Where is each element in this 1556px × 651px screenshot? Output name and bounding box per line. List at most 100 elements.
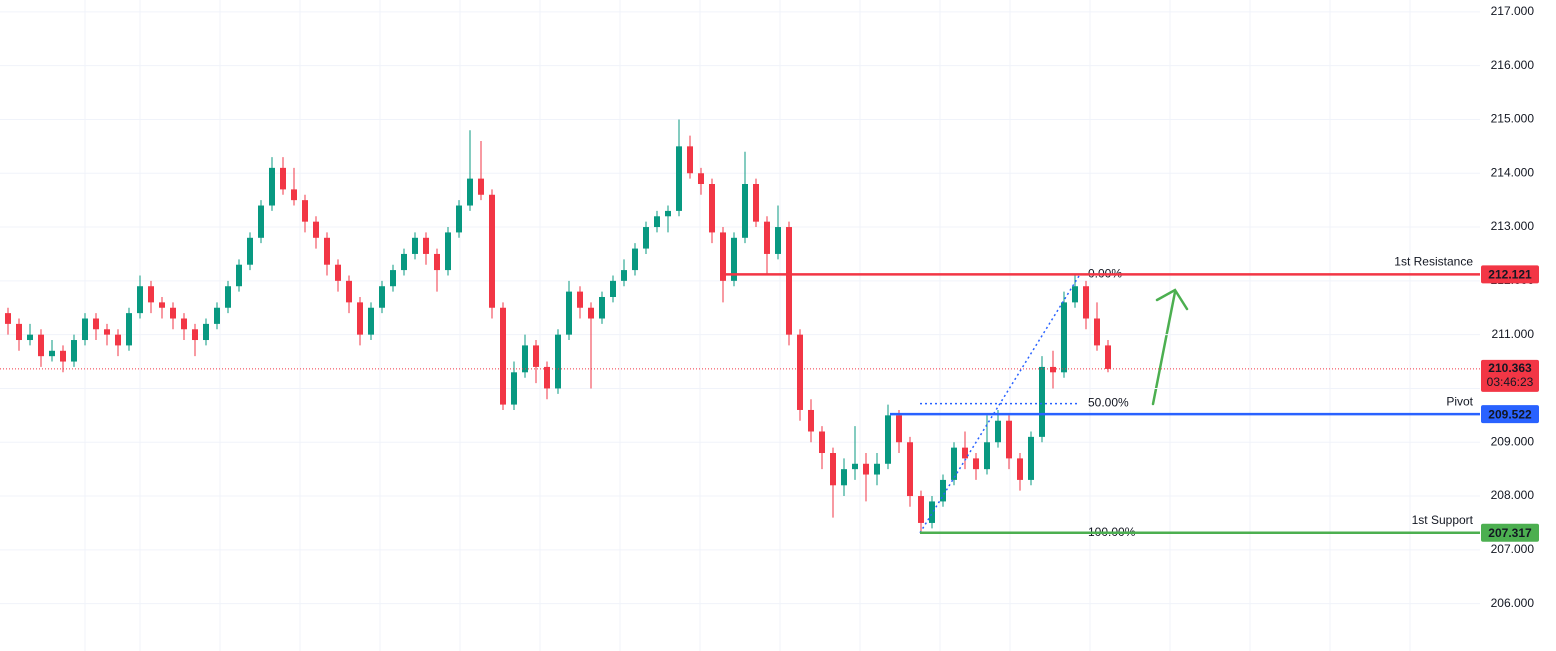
candle-body: [676, 146, 682, 211]
candle-body: [566, 291, 572, 335]
candle-body: [764, 221, 770, 254]
candle-body: [577, 291, 583, 308]
candle-body: [984, 442, 990, 470]
candle-body: [401, 253, 407, 271]
candle-body: [456, 205, 462, 233]
candle-body: [852, 463, 858, 470]
last-price-value: 210.363: [1488, 361, 1532, 375]
price-tag: [1481, 523, 1539, 542]
candle-body: [819, 431, 825, 454]
candle-body: [115, 334, 121, 346]
candle-body: [1061, 302, 1067, 373]
candle-body: [137, 286, 143, 314]
candle-body: [951, 447, 957, 480]
candle-body: [1072, 286, 1078, 303]
price-tag: [1481, 405, 1539, 424]
level-name: 1st Support: [1412, 513, 1474, 527]
y-tick-label: 217.000: [1491, 4, 1535, 18]
candle-body: [324, 237, 330, 265]
candle-body: [445, 232, 451, 271]
candle-body: [654, 216, 660, 228]
y-tick-label: 214.000: [1491, 165, 1535, 179]
candle-body: [478, 178, 484, 195]
candle-body: [27, 334, 33, 341]
candle-body: [555, 334, 561, 389]
price-tag: [1481, 265, 1539, 284]
candle-body: [423, 237, 429, 254]
candle-body: [82, 318, 88, 341]
candle-body: [170, 307, 176, 319]
candle-body: [775, 227, 781, 254]
candle-body: [269, 167, 275, 206]
candle-body: [599, 296, 605, 319]
candle-body: [709, 184, 715, 233]
candle-body: [181, 318, 187, 330]
candle-body: [1083, 286, 1089, 319]
y-tick-label: 215.000: [1491, 112, 1535, 126]
candle-body: [544, 366, 550, 389]
candle-body: [1039, 366, 1045, 437]
last-price-tag: [1481, 359, 1539, 392]
candle-body: [786, 227, 792, 335]
candle-body: [1050, 366, 1056, 373]
candle-body: [214, 307, 220, 324]
candle-body: [126, 313, 132, 346]
candle-body: [93, 318, 99, 330]
candle-body: [412, 237, 418, 254]
candle-body: [929, 501, 935, 523]
candle-body: [588, 307, 594, 319]
candle-body: [808, 409, 814, 432]
candle-body: [291, 189, 297, 201]
candle-body: [368, 307, 374, 335]
candle-body: [874, 463, 880, 475]
candle-body: [511, 372, 517, 405]
candle-body: [742, 184, 748, 238]
vertical-grid: [84, 0, 1411, 651]
countdown: 03:46:23: [1487, 375, 1534, 389]
candle-body: [885, 415, 891, 464]
price-tag-value: 207.317: [1488, 526, 1532, 540]
candle-body: [49, 350, 55, 357]
candle-body: [434, 253, 440, 271]
candle-body: [720, 232, 726, 281]
candle-body: [841, 469, 847, 486]
y-tick-label: 208.000: [1491, 488, 1535, 502]
candle-body: [863, 463, 869, 475]
candle-body: [379, 286, 385, 308]
candle-body: [357, 302, 363, 335]
candle-body: [1105, 345, 1111, 369]
candle-body: [918, 496, 924, 523]
candle-body: [148, 286, 154, 303]
candle-body: [1006, 420, 1012, 459]
candle-body: [104, 329, 110, 335]
candle-body: [610, 280, 616, 297]
y-tick-label: 211.000: [1492, 327, 1535, 341]
candle-body: [203, 323, 209, 341]
candle-body: [797, 334, 803, 410]
candle-body: [665, 210, 671, 217]
y-tick-label: 207.000: [1491, 542, 1535, 556]
level-name: Pivot: [1446, 394, 1473, 408]
candle-body: [830, 453, 836, 486]
candle-body: [753, 184, 759, 222]
candle-body: [731, 237, 737, 281]
candle-body: [302, 200, 308, 222]
candle-body: [632, 248, 638, 271]
price-axis-panel: [1480, 0, 1556, 651]
candle-body: [995, 420, 1001, 443]
level-name: 1st Resistance: [1394, 255, 1473, 269]
candle-body: [698, 173, 704, 185]
y-tick-label: 213.000: [1491, 219, 1535, 233]
candle-body: [71, 340, 77, 362]
candle-body: [467, 178, 473, 206]
fib-label: 50.00%: [1088, 396, 1129, 410]
candle-body: [236, 264, 242, 287]
forecast-arrow: [1151, 288, 1189, 406]
candle-body: [940, 479, 946, 502]
candle-body: [687, 146, 693, 174]
candle-body: [159, 302, 165, 308]
price-tag-value: 212.121: [1488, 268, 1532, 282]
candle-body: [247, 237, 253, 265]
price-tag-value: 209.522: [1488, 407, 1532, 421]
